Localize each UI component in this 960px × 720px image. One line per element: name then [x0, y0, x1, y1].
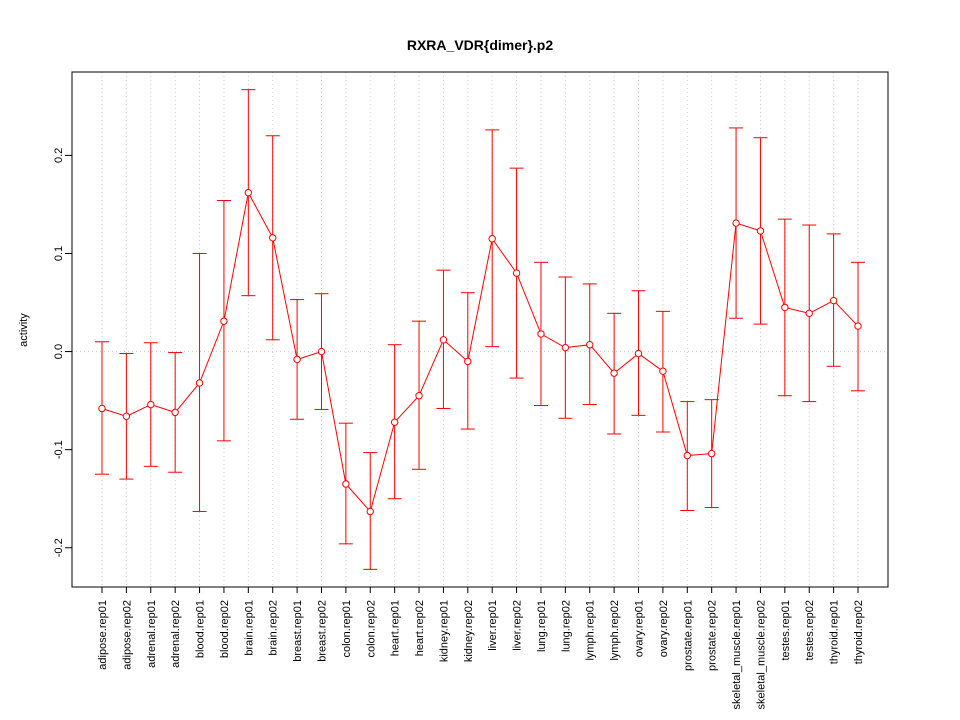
x-tick-label: testes.rep02	[804, 600, 816, 661]
x-tick-label: colon.rep01	[341, 600, 353, 658]
x-tick-label: prostate.rep01	[682, 600, 694, 671]
grid-lines	[72, 72, 888, 587]
x-tick-label: prostate.rep02	[707, 600, 719, 671]
data-point	[415, 392, 423, 400]
x-tick-label: liver.rep02	[512, 600, 524, 651]
chart-title: RXRA_VDR{dimer}.p2	[407, 37, 553, 53]
data-point	[683, 451, 691, 460]
x-tick-label: ovary.rep02	[658, 600, 670, 657]
data-point	[488, 235, 496, 243]
data-point	[293, 355, 301, 364]
x-tick-label: brain.rep02	[268, 600, 280, 656]
x-tick-label: kidney.rep01	[438, 600, 450, 662]
x-tick-label: thyroid.rep02	[853, 600, 865, 664]
data-point	[634, 349, 643, 358]
x-tick-label: heart.rep02	[414, 600, 426, 656]
data-point	[854, 322, 862, 330]
x-tick-label: skeletal_muscle.rep01	[731, 600, 743, 709]
data-point	[537, 330, 545, 338]
data-point	[220, 317, 228, 325]
data-point	[244, 188, 253, 197]
x-tick-label: heart.rep01	[390, 600, 402, 656]
data-point	[98, 404, 106, 413]
data-point	[122, 412, 131, 421]
x-tick-label: skeletal_muscle.rep02	[755, 600, 767, 709]
y-tick-label: -0.1	[53, 440, 65, 459]
x-tick-label: kidney.rep02	[463, 600, 475, 662]
data-point	[781, 303, 789, 312]
data-point	[439, 336, 448, 344]
x-tick-label: adrenal.rep01	[146, 600, 158, 668]
data-point	[512, 269, 521, 277]
data-point	[147, 400, 155, 409]
data-point	[390, 418, 399, 426]
x-tick-label: testes.rep01	[780, 600, 792, 661]
data-point	[561, 343, 570, 352]
plot-frame	[71, 71, 889, 588]
data-point	[732, 219, 740, 227]
data-point	[195, 379, 204, 387]
data-point	[317, 347, 326, 356]
x-tick-label: lymph.rep02	[609, 600, 621, 661]
error-bars	[95, 89, 865, 570]
data-point	[464, 357, 472, 366]
x-tick-label: ovary.rep01	[634, 600, 646, 657]
x-tick-label: lung.rep02	[560, 600, 572, 652]
x-tick-label: thyroid.rep01	[829, 600, 841, 664]
y-tick-label: 0.0	[53, 344, 65, 359]
series-line	[101, 191, 859, 513]
x-tick-label: adipose.rep02	[121, 600, 133, 670]
x-tick-label: lung.rep01	[536, 600, 548, 652]
data-point	[659, 367, 667, 375]
y-tick-label: 0.2	[53, 148, 65, 163]
data-point	[171, 408, 179, 417]
data-point	[610, 369, 618, 377]
y-tick-label: -0.2	[53, 538, 65, 557]
y-axis: -0.2 -0.1 0.0 0.1 0.2	[53, 148, 72, 557]
data-point	[756, 227, 765, 235]
x-tick-label: brain.rep01	[243, 600, 255, 656]
data-point	[829, 296, 838, 305]
x-tick-label: adrenal.rep02	[170, 600, 182, 668]
x-axis: adipose.rep01 adipose.rep02 adrenal.rep01 a…	[97, 587, 865, 709]
x-tick-label: colon.rep02	[365, 600, 377, 658]
x-tick-label: liver.rep01	[487, 600, 499, 651]
data-point	[342, 480, 350, 488]
data-point	[805, 309, 813, 318]
x-tick-label: blood.rep01	[195, 600, 207, 658]
y-tick-label: 0.1	[53, 246, 65, 261]
x-tick-label: breast.rep02	[316, 600, 328, 662]
x-tick-label: blood.rep02	[219, 600, 231, 658]
x-tick-label: adipose.rep01	[97, 600, 109, 670]
x-tick-label: lymph.rep01	[585, 600, 597, 661]
data-point	[707, 449, 716, 458]
data-points	[98, 188, 862, 516]
series-path	[101, 191, 859, 513]
data-point	[366, 507, 374, 516]
x-tick-label: breast.rep01	[292, 600, 304, 662]
data-point	[269, 234, 277, 242]
y-axis-label: activity	[18, 313, 30, 347]
data-point	[586, 341, 594, 349]
